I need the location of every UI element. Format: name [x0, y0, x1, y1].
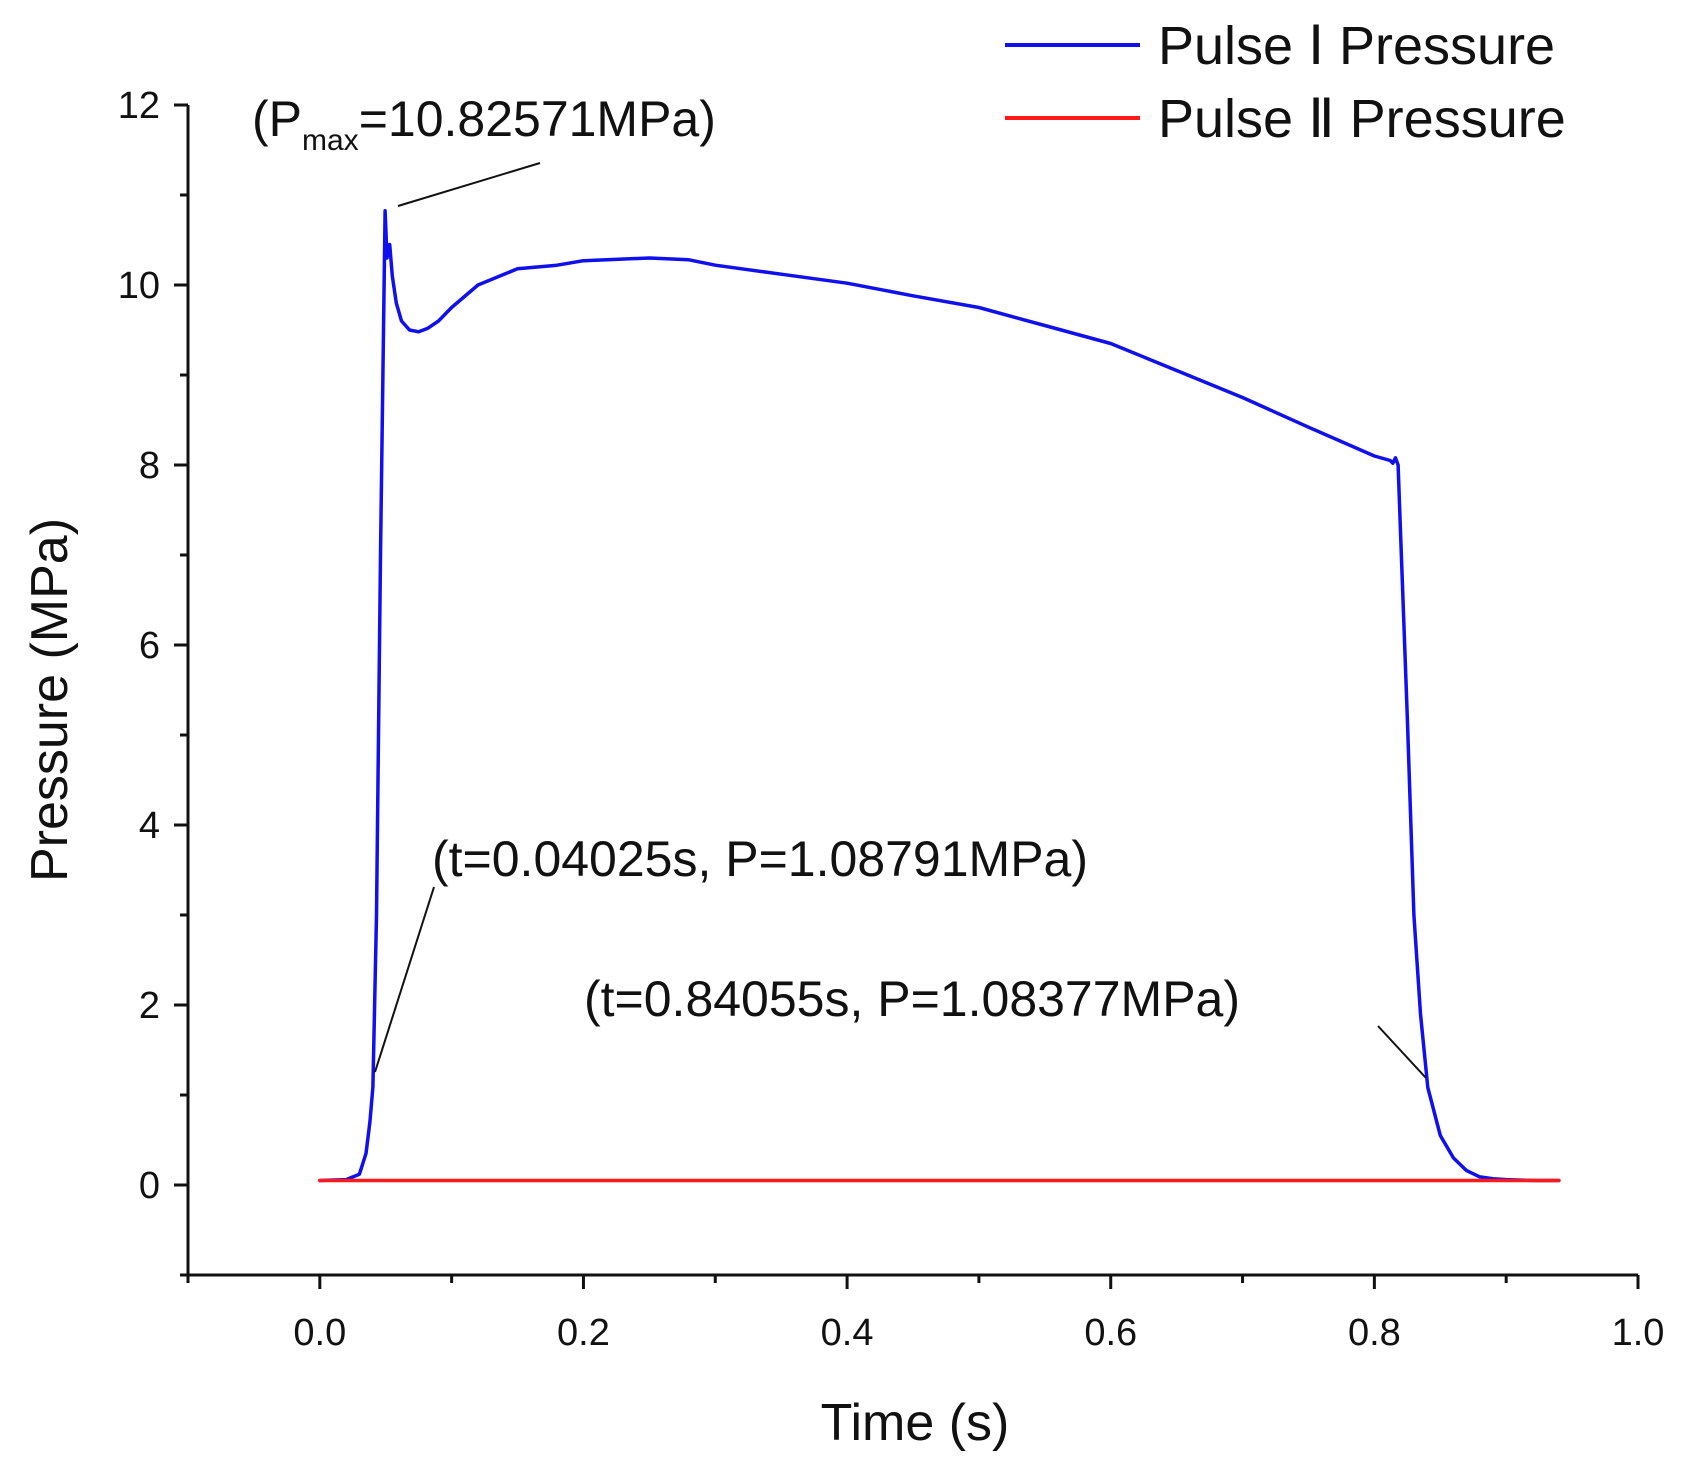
- annotation-t2-label: (t=0.84055s, P=1.08377MPa): [584, 971, 1240, 1027]
- y-axis-title: Pressure (MPa): [21, 518, 79, 882]
- y-tick-label: 12: [118, 85, 160, 127]
- x-tick-label: 0.8: [1348, 1312, 1401, 1354]
- y-tick-label: 4: [139, 805, 160, 847]
- x-axis-ticks: 0.0 0.2 0.4 0.6 0.8 1.0: [186, 1275, 1665, 1354]
- y-tick-label: 6: [139, 625, 160, 667]
- series-line-pulse-1: [318, 208, 1561, 1183]
- x-axis-title: Time (s): [821, 1394, 1010, 1452]
- y-tick-label: 8: [139, 445, 160, 487]
- y-tick-label: 0: [139, 1165, 160, 1207]
- x-tick-label: 0.0: [293, 1312, 346, 1354]
- annotation-pmax-value: =10.82571MPa): [359, 91, 716, 147]
- legend-label-pulse-1: Pulse Ⅰ Pressure: [1158, 16, 1555, 76]
- annotation-t1-label: (t=0.04025s, P=1.08791MPa): [432, 831, 1088, 887]
- annotation-t2-leader: [1377, 1025, 1427, 1079]
- annotation-pmax-subscript: max: [302, 124, 359, 157]
- y-tick-label: 10: [118, 265, 160, 307]
- series-layer: [318, 208, 1561, 1183]
- annotation-t1-leader: [374, 886, 435, 1073]
- x-tick-label: 1.0: [1612, 1312, 1665, 1354]
- y-axis-ticks: 0 2 4 6 8 10 12: [118, 85, 188, 1277]
- legend: Pulse Ⅰ Pressure Pulse Ⅱ Pressure: [1005, 16, 1566, 149]
- y-tick-label: 2: [139, 985, 160, 1027]
- axes: [186, 105, 1638, 1277]
- annotation-pmax-leader: [397, 162, 541, 207]
- x-tick-label: 0.4: [821, 1312, 874, 1354]
- x-tick-label: 0.6: [1084, 1312, 1137, 1354]
- annotation-pmax-label: (Pmax=10.82571MPa): [252, 91, 716, 157]
- annotation-pmax-open: (P: [252, 91, 302, 147]
- legend-label-pulse-2: Pulse Ⅱ Pressure: [1158, 89, 1566, 149]
- x-tick-label: 0.2: [557, 1312, 610, 1354]
